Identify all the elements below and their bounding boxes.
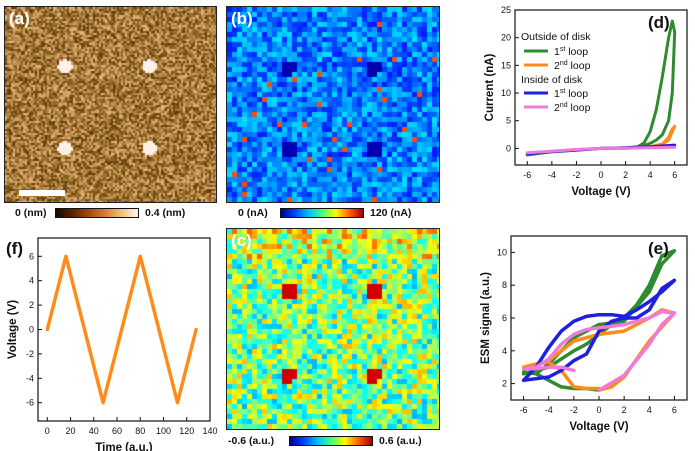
x-tick-label: 2 (623, 170, 628, 180)
y-tick-label: 4 (502, 346, 507, 356)
x-tick-label: -2 (570, 405, 578, 415)
panel-label-a: (a) (9, 9, 30, 28)
y-tick-label: 6 (502, 313, 507, 323)
panel-label-c: (c) (231, 231, 252, 250)
colorbar-b-max: 120 (nA) (370, 207, 412, 219)
x-tick-label: 6 (672, 170, 677, 180)
legend-title: Outside of disk (521, 31, 591, 43)
y-tick-label: 2 (29, 300, 34, 310)
x-tick-label: 4 (648, 170, 653, 180)
legend-entry: 1st loop (554, 46, 588, 58)
colorbar-a-max: 0.4 (nm) (145, 207, 186, 219)
legend-entry: 2nd loop (554, 60, 591, 72)
x-tick-label: 80 (135, 426, 145, 436)
x-tick-label: 100 (156, 426, 171, 436)
colorbar-c (289, 436, 373, 446)
esm-map-image: (c) (226, 228, 440, 430)
y-tick-label: 0 (29, 325, 34, 335)
y-axis-label: Current (nA) (484, 53, 496, 121)
y-tick-label: 4 (29, 276, 34, 286)
legend-entry: 1st loop (554, 88, 588, 100)
y-tick-label: 10 (497, 247, 507, 257)
y-tick-label: 20 (501, 33, 511, 43)
series-line-blue (521, 278, 677, 383)
scale-bar (19, 190, 65, 196)
legend-entry: 2nd loop (554, 102, 591, 114)
x-tick-label: 40 (89, 426, 99, 436)
series-line-pink (525, 145, 677, 155)
afm-topography-image: (a) (4, 6, 217, 203)
legend-title: Inside of disk (521, 74, 583, 86)
esm-map-canvas (227, 229, 439, 429)
series-line-orange (45, 254, 198, 405)
y-tick-label: -6 (26, 398, 34, 408)
x-tick-label: -6 (523, 170, 531, 180)
y-tick-label: -4 (26, 373, 34, 383)
x-tick-label: 120 (179, 426, 194, 436)
x-tick-label: -4 (545, 405, 553, 415)
y-tick-label: 5 (506, 116, 511, 126)
y-tick-label: 15 (501, 60, 511, 70)
panel-label: (f) (6, 239, 23, 258)
x-axis-label: Voltage (V) (571, 186, 630, 198)
y-tick-label: 8 (502, 280, 507, 290)
x-tick-label: -4 (548, 170, 556, 180)
panel-label: (d) (648, 13, 670, 32)
panel-label-b: (b) (231, 9, 253, 28)
x-tick-label: 0 (598, 170, 603, 180)
x-tick-label: -2 (572, 170, 580, 180)
colorbar-c-min: -0.6 (a.u.) (228, 435, 275, 447)
colorbar-b-min: 0 (nA) (238, 207, 268, 219)
panel-label: (e) (648, 239, 669, 258)
current-map-image: (b) (226, 6, 440, 203)
x-axis-label: Time (a.u.) (95, 442, 152, 451)
x-tick-label: 6 (672, 405, 677, 415)
x-tick-label: 60 (112, 426, 122, 436)
x-tick-label: 20 (66, 426, 76, 436)
y-tick-label: 25 (501, 5, 511, 15)
y-tick-label: -2 (26, 349, 34, 359)
chart-e-esm-voltage: -6 -4 -2 0 2 4 6 2 4 6 8 10 Voltage (V) ESM signal (a… (480, 235, 688, 433)
x-tick-label: 2 (622, 405, 627, 415)
colorbar-c-max: 0.6 (a.u.) (379, 435, 422, 447)
y-tick-label: 10 (501, 88, 511, 98)
x-tick-label: 4 (647, 405, 652, 415)
y-tick-label: 2 (502, 379, 507, 389)
y-axis-label: ESM signal (a.u.) (480, 272, 492, 364)
afm-topography-canvas (5, 7, 216, 202)
series-line-pink (521, 309, 677, 392)
x-tick-label: 140 (202, 426, 217, 436)
x-axis-label: Voltage (V) (569, 421, 628, 433)
current-map-canvas (227, 7, 439, 202)
series-line-green (521, 249, 677, 392)
y-tick-label: 6 (29, 251, 34, 261)
y-axis-label: Voltage (V) (7, 300, 19, 359)
x-tick-label: 0 (596, 405, 601, 415)
colorbar-a (55, 208, 139, 218)
colorbar-b (280, 208, 364, 218)
x-tick-label: 0 (45, 426, 50, 436)
y-tick-label: 0 (506, 143, 511, 153)
chart-d-current-voltage: -6 -4 -2 0 2 4 6 0 5 10 15 20 25 Voltage (V) Current (… (484, 5, 688, 198)
chart-f-voltage-time: 0 20 40 60 80 100 120 140 -6 -4 -2 0 2 4 6 Time (a.u.) V… (6, 237, 218, 451)
colorbar-a-min: 0 (nm) (15, 207, 47, 219)
x-tick-label: -6 (520, 405, 528, 415)
